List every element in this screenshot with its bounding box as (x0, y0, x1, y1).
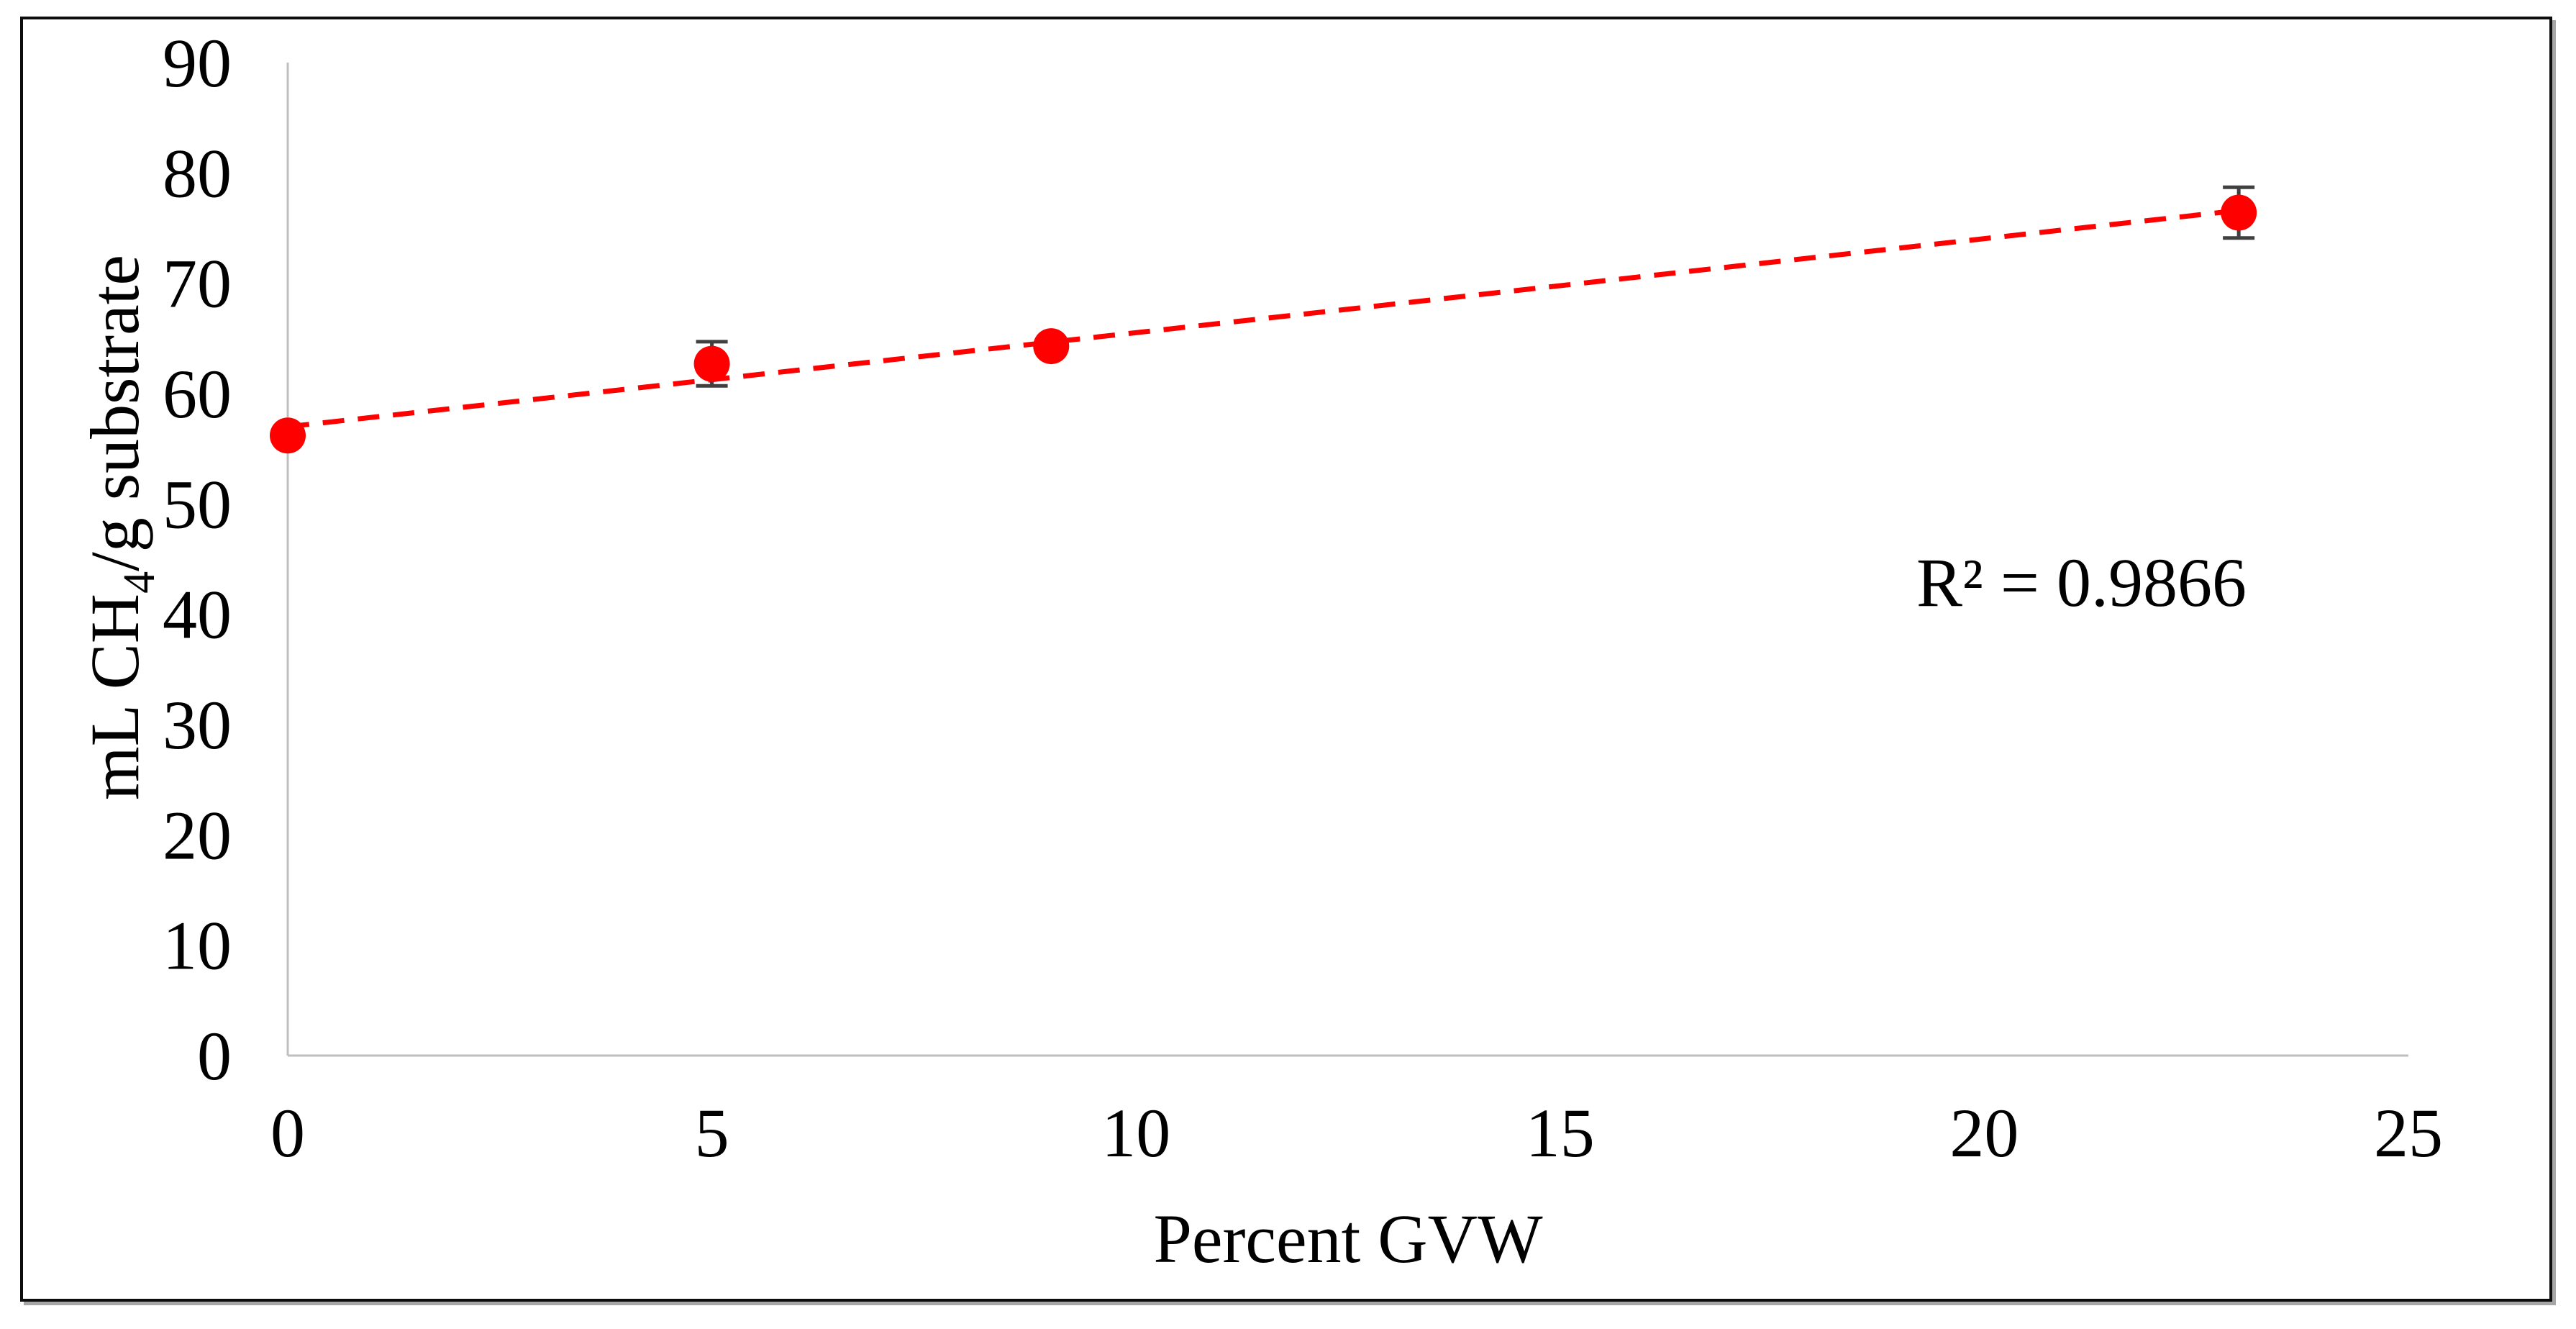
y-tick-label-40: 40 (163, 576, 232, 653)
y-tick-label-80: 80 (163, 135, 232, 212)
data-point-marker (270, 417, 306, 454)
x-tick-label-5: 5 (695, 1094, 729, 1171)
figure-border (20, 17, 2552, 1302)
x-tick-label-10: 10 (1101, 1094, 1170, 1171)
y-tick-label-30: 30 (163, 686, 232, 763)
r-squared-annotation: R² = 0.9866 (1916, 544, 2247, 621)
x-tick-label-15: 15 (1526, 1094, 1595, 1171)
y-tick-label-10: 10 (163, 907, 232, 984)
y-axis-title: mL CH4/g substrate (76, 255, 164, 800)
y-tick-label-70: 70 (163, 245, 232, 322)
x-axis-title: Percent GVW (1153, 1200, 1543, 1277)
y-tick-label-20: 20 (163, 797, 232, 874)
data-point-marker (693, 345, 730, 382)
x-tick-label-20: 20 (1949, 1094, 2019, 1171)
y-tick-label-90: 90 (163, 24, 232, 101)
data-point-marker (1033, 328, 1070, 365)
trendline (287, 207, 2239, 430)
y-tick-label-60: 60 (163, 355, 232, 432)
y-tick-label-50: 50 (163, 466, 232, 543)
x-tick-label-25: 25 (2374, 1094, 2443, 1171)
x-tick-label-0: 0 (270, 1094, 305, 1171)
y-tick-label-0: 0 (197, 1017, 232, 1094)
data-point-marker (2221, 194, 2257, 231)
